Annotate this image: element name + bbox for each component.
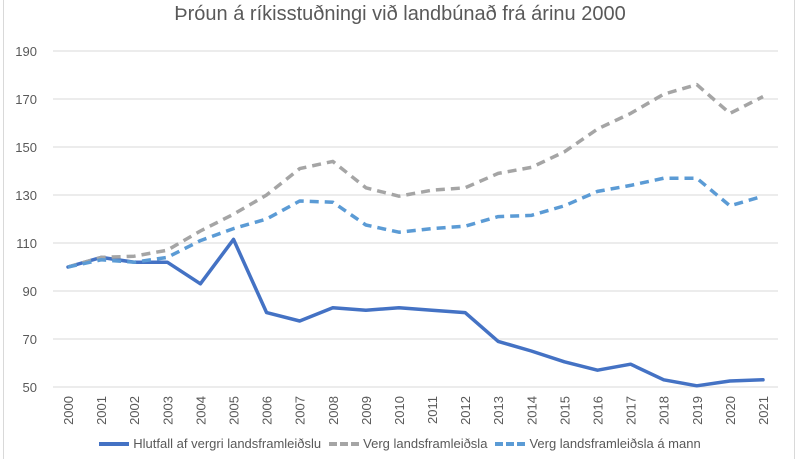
chart-title: Þróun á ríkisstuðningi við landbúnað frá… bbox=[174, 3, 626, 25]
legend-label: Verg landsframleiðsla bbox=[363, 436, 488, 451]
series-line-0 bbox=[66, 237, 765, 388]
x-tick-label: 2021 bbox=[756, 396, 771, 425]
x-tick-label: 2006 bbox=[260, 396, 275, 425]
y-tick-label: 50 bbox=[23, 380, 37, 395]
legend-swatch-dashed-lightblue bbox=[495, 441, 526, 446]
legend: Hlutfall af vergri landsframleiðslu Verg… bbox=[0, 436, 800, 451]
gridlines bbox=[53, 50, 778, 388]
x-tick-label: 2020 bbox=[723, 396, 738, 425]
y-tick-label: 90 bbox=[23, 284, 37, 299]
y-tick-label: 190 bbox=[15, 44, 37, 59]
legend-label: Verg landsframleiðsla á mann bbox=[529, 436, 701, 451]
x-tick-label: 2011 bbox=[425, 396, 440, 424]
x-tick-label: 2008 bbox=[326, 396, 341, 425]
x-tick-label: 2004 bbox=[193, 396, 208, 425]
legend-swatch-dashed-gray bbox=[329, 441, 360, 446]
legend-swatch-solid-blue bbox=[99, 441, 130, 446]
x-tick-label: 2019 bbox=[690, 396, 705, 425]
x-tick-label: 2002 bbox=[127, 396, 142, 425]
x-tick-label: 2014 bbox=[524, 396, 539, 425]
x-tick-label: 2015 bbox=[557, 396, 572, 425]
series-lines bbox=[66, 82, 765, 388]
legend-item-verg: Verg landsframleiðsla bbox=[329, 436, 487, 451]
x-tick-label: 2016 bbox=[591, 396, 606, 425]
series-line-1 bbox=[67, 82, 764, 269]
x-tick-label: 2017 bbox=[624, 396, 639, 425]
x-tick-label: 2018 bbox=[657, 396, 672, 425]
x-tick-label: 2009 bbox=[359, 396, 374, 425]
x-tick-label: 2003 bbox=[160, 396, 175, 425]
legend-item-verg-a-mann: Verg landsframleiðsla á mann bbox=[495, 436, 701, 451]
chart-frame bbox=[3, 0, 795, 459]
legend-label: Hlutfall af vergri landsframleiðslu bbox=[133, 436, 322, 451]
series-line-2 bbox=[67, 176, 764, 269]
y-axis-ticks: 50 70 90 110 130 150 170 190 bbox=[15, 44, 37, 395]
x-tick-label: 2000 bbox=[61, 396, 76, 425]
x-tick-label: 2005 bbox=[226, 396, 241, 425]
x-tick-label: 2012 bbox=[458, 396, 473, 425]
x-tick-label: 2001 bbox=[94, 396, 109, 425]
y-tick-label: 150 bbox=[15, 140, 37, 155]
y-tick-label: 170 bbox=[15, 92, 37, 107]
y-tick-label: 70 bbox=[23, 332, 37, 347]
y-tick-label: 110 bbox=[16, 236, 37, 251]
legend-item-hlutfall: Hlutfall af vergri landsframleiðslu bbox=[99, 436, 321, 451]
x-tick-label: 2007 bbox=[293, 396, 308, 425]
x-tick-label: 2013 bbox=[491, 396, 506, 425]
x-axis-ticks: 2000 2001 2002 2003 2004 2005 2006 2007 2008 2009… bbox=[61, 396, 771, 425]
y-tick-label: 130 bbox=[15, 188, 37, 203]
x-tick-label: 2010 bbox=[392, 396, 407, 425]
